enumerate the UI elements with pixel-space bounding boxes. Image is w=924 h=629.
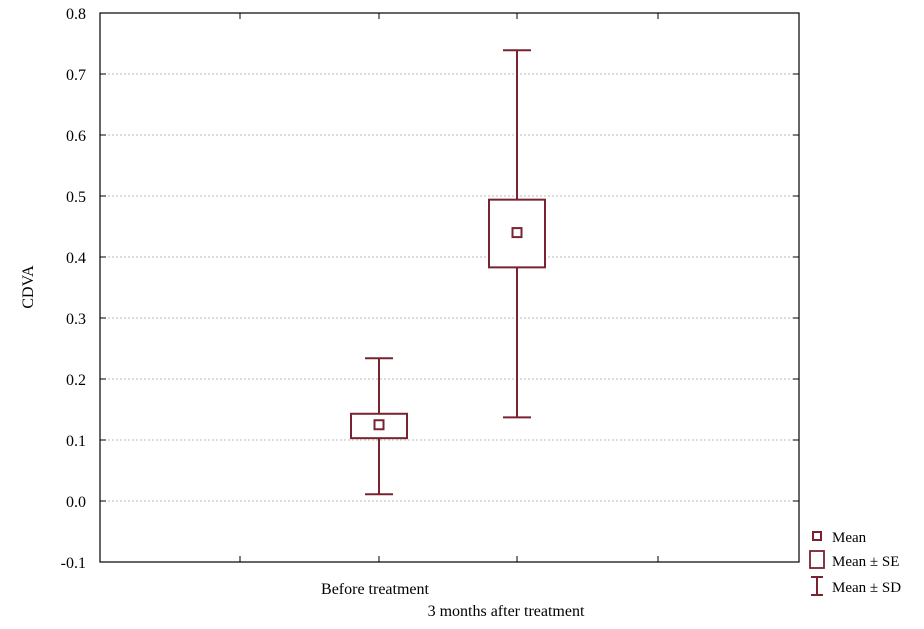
- mean-marker: [511, 227, 523, 239]
- gridlines: [100, 73, 799, 502]
- x-axis-ticks: Before treatment 3 months after treatment: [239, 13, 659, 620]
- y-tick-label: 0.3: [66, 311, 86, 328]
- legend: Mean Mean ± SE Mean ± SD: [809, 530, 901, 596]
- y-tick-label: 0.2: [66, 372, 86, 389]
- x-tick-label: 3 months after treatment: [428, 603, 585, 620]
- box-series: [350, 49, 546, 496]
- legend-mean-symbol: [812, 531, 822, 541]
- y-tick-label: 0.6: [66, 128, 86, 145]
- x-tick-label: Before treatment: [321, 581, 430, 598]
- legend-label: Mean ± SD: [832, 580, 901, 596]
- y-tick-label: 0.4: [66, 250, 86, 267]
- y-tick-label: 0.7: [66, 67, 86, 84]
- y-axis-label: CDVA: [20, 265, 37, 309]
- mean-marker: [373, 419, 385, 431]
- y-tick-label: 0.1: [66, 433, 86, 450]
- y-tick-label: 0.8: [66, 6, 86, 23]
- legend-se-symbol: [809, 550, 825, 569]
- y-tick-label: -0.1: [61, 555, 86, 572]
- y-tick-label: 0.5: [66, 189, 86, 206]
- y-tick-label: 0.0: [66, 494, 86, 511]
- plot-area-frame: [99, 12, 800, 563]
- legend-label: Mean: [832, 530, 867, 546]
- y-axis-ticks: -0.1 0.0 0.1 0.2 0.3 0.4 0.5 0.6 0.7 0.8: [61, 6, 799, 572]
- legend-label: Mean ± SE: [832, 554, 899, 570]
